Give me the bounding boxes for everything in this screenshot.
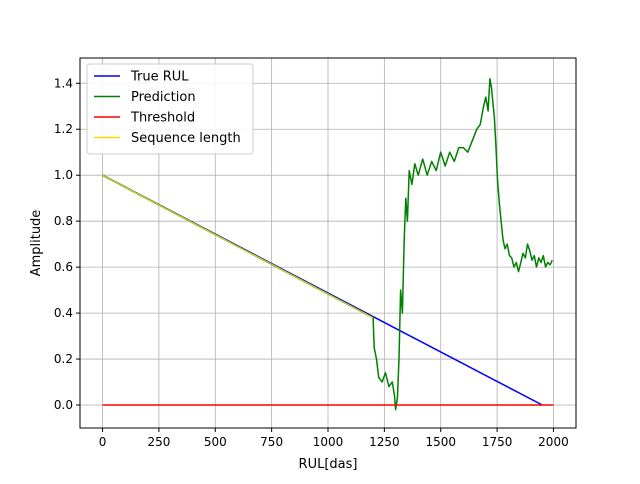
legend-label: True RUL — [130, 70, 189, 85]
x-tick-label: 1750 — [482, 435, 513, 449]
x-tick-label: 750 — [260, 435, 283, 449]
x-tick-label: 2000 — [538, 435, 569, 449]
y-tick-label: 0.8 — [54, 214, 73, 228]
y-tick-label: 0.2 — [54, 352, 73, 366]
x-tick-label: 1000 — [313, 435, 344, 449]
x-tick-label: 1250 — [369, 435, 400, 449]
y-tick-label: 1.0 — [54, 168, 73, 182]
series-layer — [102, 77, 554, 411]
series-line-sequence-length — [102, 174, 374, 319]
y-tick-label: 0.6 — [54, 260, 73, 274]
y-tick-label: 0.4 — [54, 306, 73, 320]
y-tick-label: 0.0 — [54, 398, 73, 412]
x-tick-label: 500 — [204, 435, 227, 449]
x-tick-label: 250 — [147, 435, 170, 449]
x-axis-label: RUL[das] — [299, 457, 358, 472]
legend-label: Sequence length — [131, 131, 241, 146]
x-tick-label: 1500 — [425, 435, 456, 449]
y-axis-label: Amplitude — [29, 210, 44, 277]
grid-layer — [80, 58, 576, 428]
legend-label: Prediction — [131, 90, 196, 105]
series-line-prediction — [102, 77, 553, 411]
y-tick-label: 1.2 — [54, 122, 73, 136]
x-tick-label: 0 — [99, 435, 107, 449]
tick-layer: 0 250 500 750 1000 1250 1500 1750 2000 0.0 0.2 0.4 0… — [54, 76, 569, 449]
legend-box — [86, 63, 254, 155]
y-tick-label: 1.4 — [54, 76, 73, 90]
legend: True RUL Prediction Threshold Sequence leng… — [86, 63, 254, 155]
legend-label: Threshold — [130, 111, 195, 126]
